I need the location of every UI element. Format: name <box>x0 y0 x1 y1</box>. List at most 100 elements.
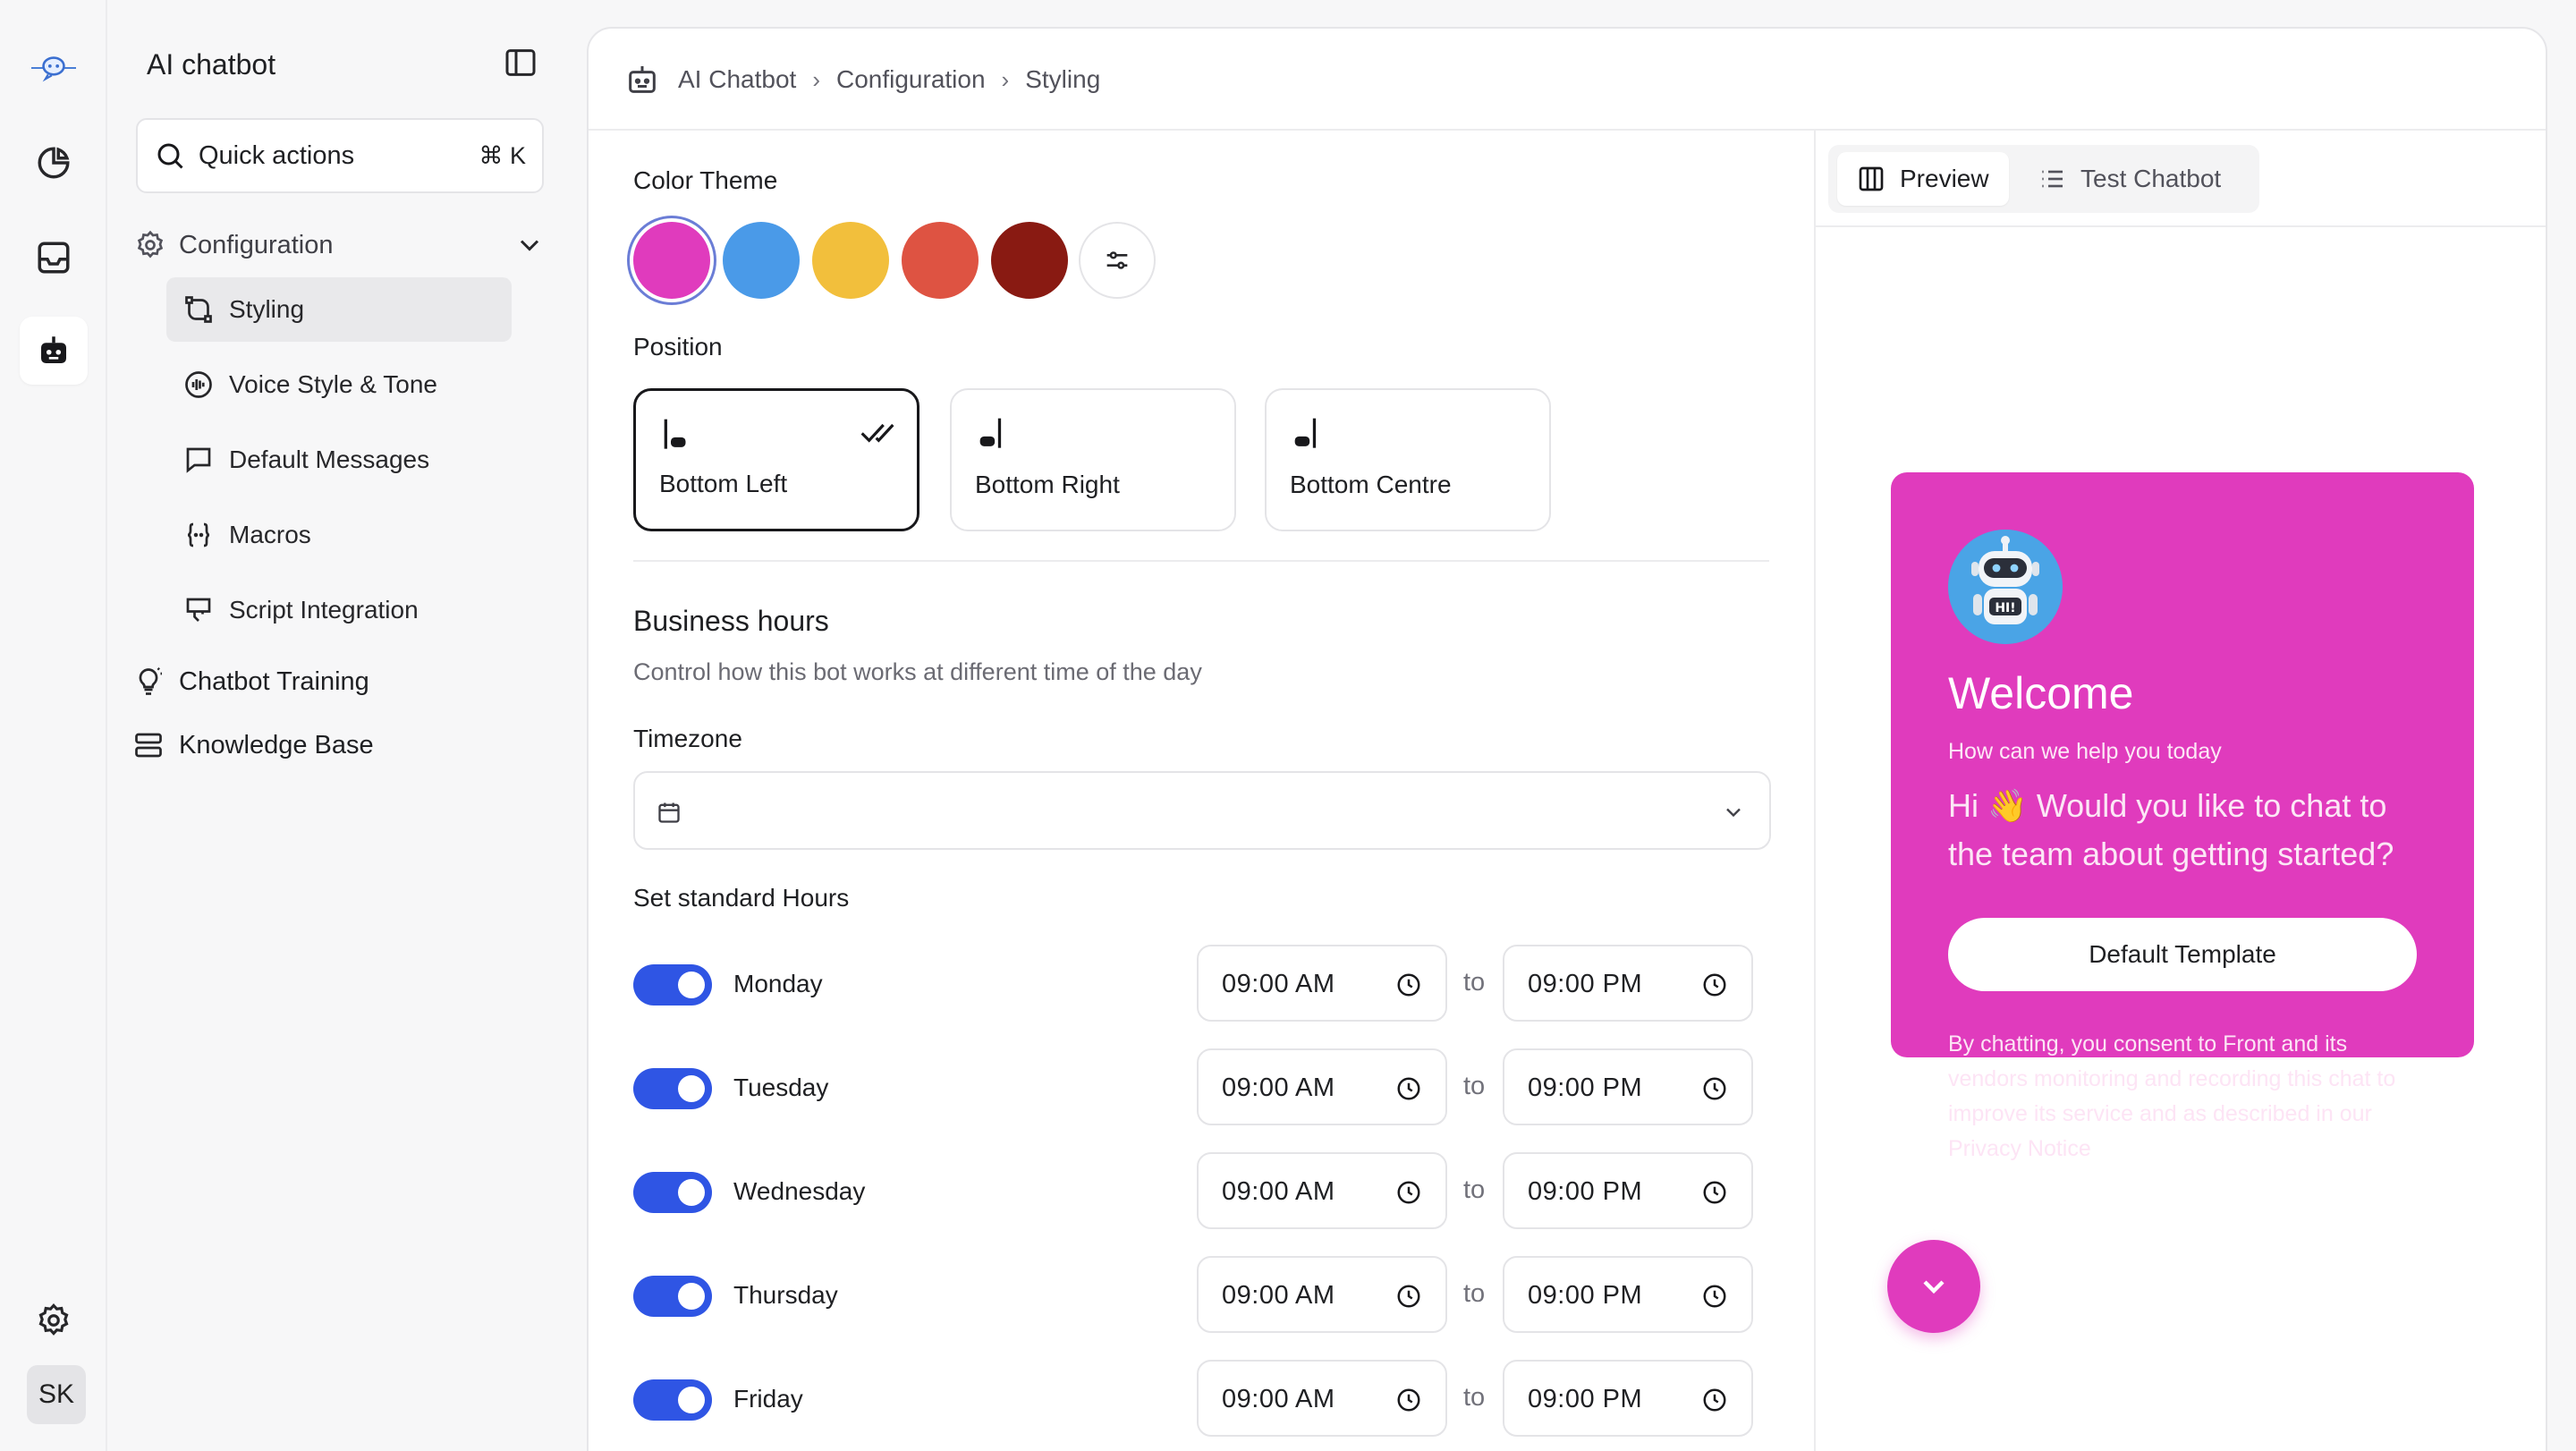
inbox-icon <box>38 242 70 274</box>
color-swatch[interactable] <box>991 222 1068 299</box>
position-option-label: Bottom Left <box>659 470 788 497</box>
double-check-icon <box>860 423 894 443</box>
preview-tabs: Preview Test Chatbot <box>1828 145 2259 213</box>
breadcrumb-item-ai-chatbot[interactable]: AI Chatbot <box>678 65 797 93</box>
sidebar-item-styling[interactable]: Styling <box>166 277 512 342</box>
align-bottom-left-icon <box>664 419 686 449</box>
tab-preview[interactable]: Preview <box>1837 152 2009 206</box>
sidebar-item-label: Styling <box>229 295 305 323</box>
user-avatar[interactable]: SK <box>27 1365 86 1424</box>
rail-inbox[interactable] <box>20 224 88 292</box>
default-template-button[interactable]: Default Template <box>1948 918 2417 991</box>
day-name: Wednesday <box>733 1177 866 1205</box>
rail-analytics[interactable] <box>20 129 88 197</box>
business-hours-subtitle: Control how this bot works at different … <box>633 658 1202 685</box>
start-time-value: 09:00 AM <box>1222 1281 1335 1310</box>
sidebar-item-label: Knowledge Base <box>179 730 374 759</box>
day-row: Wednesday 09:00 AM to 09:00 PM <box>633 1152 1771 1233</box>
color-swatch[interactable] <box>812 222 889 299</box>
quick-actions-button[interactable]: Quick actions ⌘ K <box>136 118 544 193</box>
time-separator: to <box>1463 968 1486 997</box>
clock-icon <box>1703 1077 1726 1100</box>
app-logo[interactable] <box>20 34 88 102</box>
chat-launcher-button[interactable] <box>1887 1240 1980 1333</box>
day-toggle[interactable] <box>633 1276 712 1317</box>
bot-icon <box>629 66 656 93</box>
align-bottom-centre-icon <box>1294 418 1317 448</box>
icon-rail: SK <box>0 0 107 1451</box>
sidebar-item-default-messages[interactable]: Default Messages <box>166 428 512 492</box>
position-option-bottom-left[interactable]: Bottom Left <box>633 388 919 531</box>
start-time-value: 09:00 AM <box>1222 1177 1335 1206</box>
start-time-input[interactable]: 09:00 AM <box>1197 1256 1447 1333</box>
day-name: Thursday <box>733 1281 838 1309</box>
start-time-input[interactable]: 09:00 AM <box>1197 1152 1447 1229</box>
database-icon <box>135 733 162 758</box>
day-toggle[interactable] <box>633 1172 712 1213</box>
end-time-input[interactable]: 09:00 PM <box>1503 1048 1753 1125</box>
clock-icon <box>1397 1285 1420 1308</box>
standard-hours-label: Set standard Hours <box>633 884 850 912</box>
custom-color-button[interactable] <box>1079 222 1156 299</box>
pen-tool-icon <box>185 296 212 323</box>
sidebar-title: AI chatbot <box>147 48 276 81</box>
color-swatch[interactable] <box>723 222 800 299</box>
day-toggle[interactable] <box>633 1379 712 1421</box>
chevron-right-icon: › <box>1001 65 1010 93</box>
time-separator: to <box>1463 1279 1486 1308</box>
sidebar-item-knowledge-base[interactable]: Knowledge Base <box>132 723 374 768</box>
gear-icon <box>38 1303 69 1336</box>
sidebar-item-chatbot-training[interactable]: Chatbot Training <box>132 659 369 704</box>
columns-icon <box>1859 166 1884 191</box>
clock-icon <box>1397 1388 1420 1412</box>
widget-subtitle: How can we help you today <box>1948 739 2222 764</box>
end-time-input[interactable]: 09:00 PM <box>1503 1256 1753 1333</box>
timezone-select[interactable] <box>633 771 1771 850</box>
chevron-down-icon[interactable] <box>513 229 546 261</box>
end-time-input[interactable]: 09:00 PM <box>1503 1360 1753 1437</box>
end-time-input[interactable]: 09:00 PM <box>1503 1152 1753 1229</box>
sidebar-item-macros[interactable]: Macros <box>166 503 512 567</box>
day-row: Thursday 09:00 AM to 09:00 PM <box>633 1256 1771 1336</box>
end-time-value: 09:00 PM <box>1528 1177 1643 1206</box>
clock-icon <box>1703 973 1726 997</box>
start-time-value: 09:00 AM <box>1222 1385 1335 1413</box>
sidebar-item-script-integration[interactable]: Script Integration <box>166 578 512 642</box>
list-icon <box>2042 170 2063 188</box>
time-separator: to <box>1463 1383 1486 1412</box>
clock-icon <box>1703 1388 1726 1412</box>
position-option-bottom-right[interactable]: Bottom Right <box>950 388 1236 531</box>
tab-test-chatbot[interactable]: Test Chatbot <box>2018 152 2241 206</box>
widget-consent: By chatting, you consent to Front and it… <box>1948 1031 2396 1161</box>
day-toggle[interactable] <box>633 964 712 1006</box>
color-swatch[interactable] <box>633 222 710 299</box>
section-divider <box>633 560 1769 562</box>
position-option-label: Bottom Right <box>975 471 1120 498</box>
sidebar-item-label: Default Messages <box>229 445 430 473</box>
sidebar-group-configuration[interactable]: Configuration <box>134 224 546 267</box>
start-time-input[interactable]: 09:00 AM <box>1197 945 1447 1022</box>
end-time-value: 09:00 PM <box>1528 970 1643 998</box>
end-time-value: 09:00 PM <box>1528 1073 1643 1102</box>
rail-settings[interactable] <box>20 1286 88 1354</box>
search-icon <box>157 143 183 169</box>
color-swatch[interactable] <box>902 222 979 299</box>
sidebar-toggle-icon[interactable] <box>503 45 538 81</box>
position-option-label: Bottom Centre <box>1290 471 1452 498</box>
sliders-icon <box>1106 251 1128 269</box>
day-name: Tuesday <box>733 1073 829 1101</box>
rail-chatbot[interactable] <box>20 317 88 385</box>
start-time-input[interactable]: 09:00 AM <box>1197 1360 1447 1437</box>
bot-avatar: HI! <box>1948 530 2063 644</box>
braces-icon <box>187 522 210 547</box>
breadcrumb-item-configuration[interactable]: Configuration <box>835 65 986 93</box>
start-time-input[interactable]: 09:00 AM <box>1197 1048 1447 1125</box>
sidebar-item-voice-style[interactable]: Voice Style & Tone <box>166 352 512 417</box>
position-option-bottom-centre[interactable]: Bottom Centre <box>1265 388 1551 531</box>
gear-icon <box>137 230 164 259</box>
robot-illustration-icon: HI! <box>1948 530 2063 644</box>
align-bottom-right-icon <box>979 418 1002 448</box>
day-toggle[interactable] <box>633 1068 712 1109</box>
end-time-input[interactable]: 09:00 PM <box>1503 945 1753 1022</box>
sidebar-group-label: Configuration <box>179 230 334 259</box>
